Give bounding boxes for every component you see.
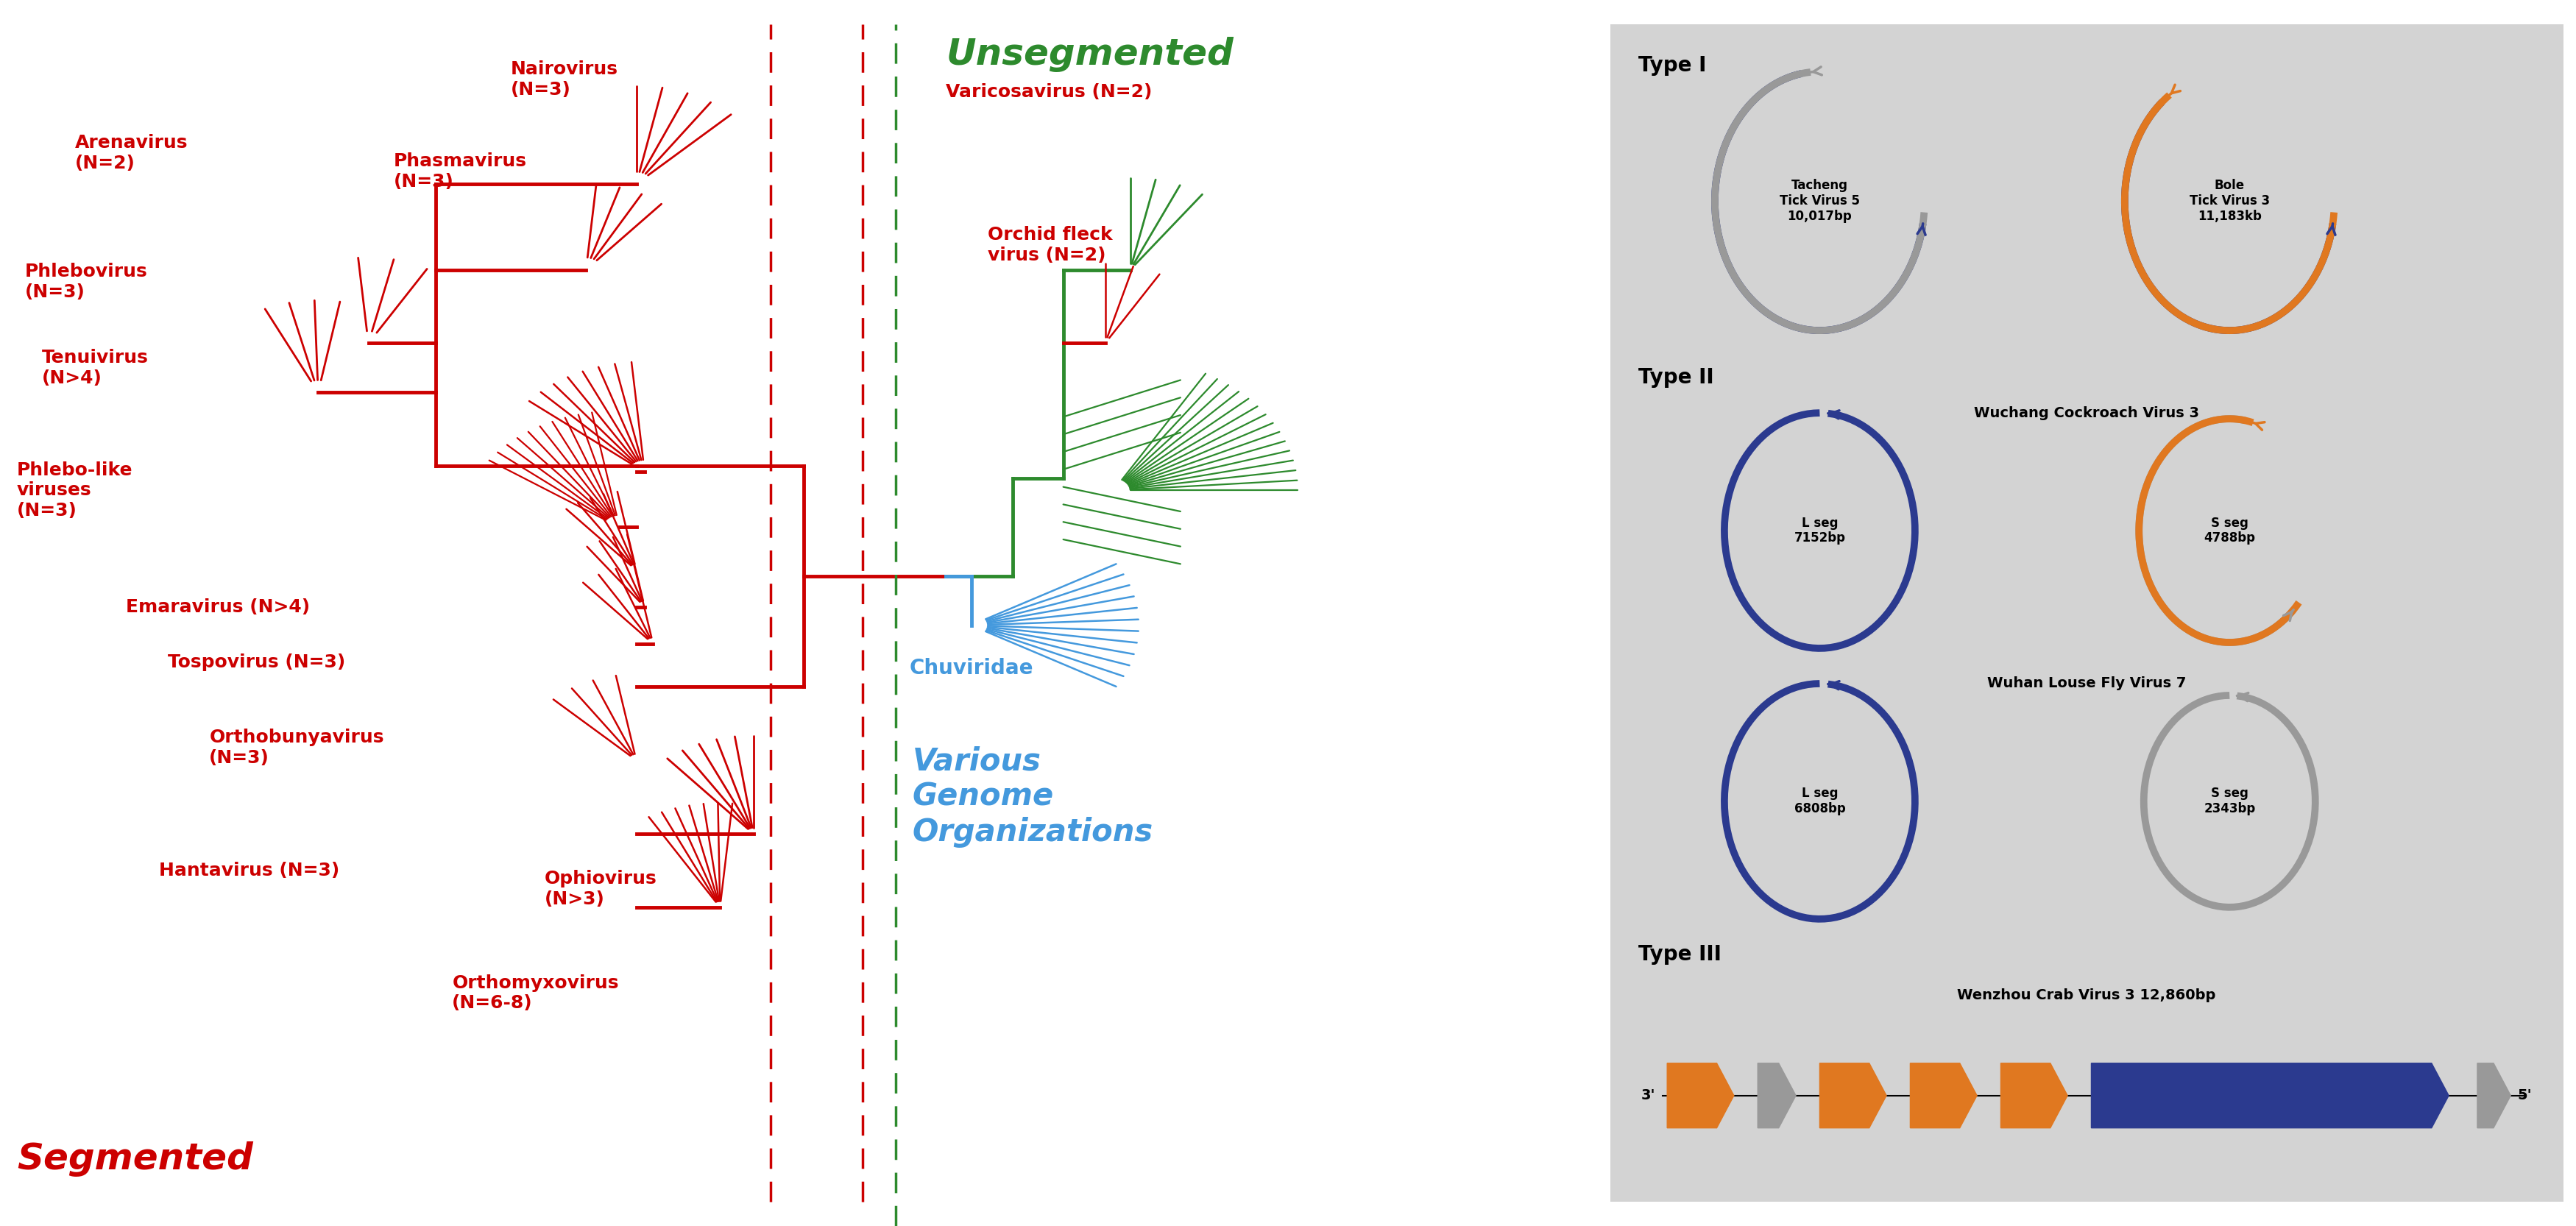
- Text: Type II: Type II: [1638, 368, 1713, 387]
- Text: 5': 5': [2517, 1089, 2532, 1102]
- FancyArrow shape: [1911, 1063, 1976, 1128]
- Text: Phasmavirus
(N=3): Phasmavirus (N=3): [394, 152, 526, 191]
- FancyArrow shape: [1819, 1063, 1886, 1128]
- FancyArrow shape: [2478, 1063, 2512, 1128]
- Text: Emaravirus (N>4): Emaravirus (N>4): [126, 598, 309, 615]
- Text: Arenavirus
(N=2): Arenavirus (N=2): [75, 134, 188, 173]
- Text: Type I: Type I: [1638, 55, 1705, 76]
- Text: Wuchang Cockroach Virus 3: Wuchang Cockroach Virus 3: [1973, 406, 2200, 421]
- Text: Segmented: Segmented: [18, 1141, 252, 1177]
- Text: Wenzhou Crab Virus 3 12,860bp: Wenzhou Crab Virus 3 12,860bp: [1958, 988, 2215, 1003]
- Text: Ophiovirus
(N>3): Ophiovirus (N>3): [544, 869, 657, 908]
- Text: Orthomyxovirus
(N=6-8): Orthomyxovirus (N=6-8): [453, 973, 618, 1013]
- FancyBboxPatch shape: [1515, 0, 2576, 1226]
- Text: Unsegmented: Unsegmented: [945, 37, 1234, 72]
- Text: Wuhan Louse Fly Virus 7: Wuhan Louse Fly Virus 7: [1986, 677, 2187, 690]
- FancyArrow shape: [1757, 1063, 1795, 1128]
- Text: Orthobunyavirus
(N=3): Orthobunyavirus (N=3): [209, 728, 384, 767]
- Text: Orchid fleck
virus (N=2): Orchid fleck virus (N=2): [989, 226, 1113, 265]
- Text: Varicosavirus (N=2): Varicosavirus (N=2): [945, 83, 1151, 101]
- FancyArrow shape: [2092, 1063, 2450, 1128]
- FancyArrow shape: [2002, 1063, 2069, 1128]
- Text: Chuviridae: Chuviridae: [909, 658, 1033, 678]
- Text: L seg
7152bp: L seg 7152bp: [1793, 516, 1844, 544]
- Text: S seg
2343bp: S seg 2343bp: [2202, 787, 2257, 815]
- Text: Nairovirus
(N=3): Nairovirus (N=3): [510, 60, 618, 99]
- Text: Various
Genome
Organizations: Various Genome Organizations: [912, 745, 1154, 848]
- Text: Bole
Tick Virus 3
11,183kb: Bole Tick Virus 3 11,183kb: [2190, 179, 2269, 223]
- Text: Tenuivirus
(N>4): Tenuivirus (N>4): [41, 348, 149, 387]
- Text: S seg
4788bp: S seg 4788bp: [2205, 516, 2257, 544]
- FancyArrow shape: [1667, 1063, 1734, 1128]
- Text: Hantavirus (N=3): Hantavirus (N=3): [160, 862, 340, 879]
- Text: Type III: Type III: [1638, 944, 1721, 965]
- Text: Tospovirus (N=3): Tospovirus (N=3): [167, 653, 345, 671]
- Text: 3': 3': [1641, 1089, 1656, 1102]
- Text: L seg
6808bp: L seg 6808bp: [1793, 787, 1844, 815]
- Text: Tacheng
Tick Virus 5
10,017bp: Tacheng Tick Virus 5 10,017bp: [1780, 179, 1860, 223]
- Text: Phlebo-like
viruses
(N=3): Phlebo-like viruses (N=3): [18, 461, 134, 520]
- Text: Phlebovirus
(N=3): Phlebovirus (N=3): [26, 262, 147, 302]
